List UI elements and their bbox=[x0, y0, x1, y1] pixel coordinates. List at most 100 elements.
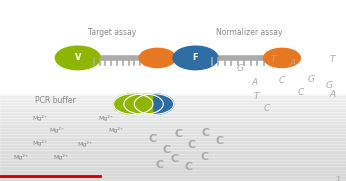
Text: T: T bbox=[253, 92, 259, 101]
Bar bbox=[0, 119, 346, 120]
Circle shape bbox=[264, 48, 300, 68]
Wedge shape bbox=[154, 94, 174, 114]
Bar bbox=[0, 106, 346, 107]
Text: Mg²⁺: Mg²⁺ bbox=[32, 140, 47, 146]
Text: T: T bbox=[271, 55, 276, 64]
Bar bbox=[0, 177, 346, 178]
Bar bbox=[0, 129, 346, 130]
Text: G: G bbox=[308, 75, 315, 84]
Circle shape bbox=[139, 48, 176, 68]
Bar bbox=[0, 159, 346, 161]
Bar bbox=[0, 123, 346, 125]
Bar bbox=[0, 111, 346, 113]
Bar bbox=[0, 156, 346, 158]
Text: C: C bbox=[171, 154, 179, 164]
Text: C: C bbox=[174, 129, 182, 139]
Bar bbox=[0, 96, 346, 97]
Text: C: C bbox=[200, 152, 208, 163]
Bar bbox=[0, 130, 346, 132]
Bar bbox=[0, 98, 346, 100]
Text: C: C bbox=[184, 161, 193, 172]
Bar bbox=[0, 94, 346, 96]
Bar bbox=[0, 133, 346, 135]
Bar bbox=[0, 100, 346, 101]
Text: C: C bbox=[263, 104, 270, 113]
Bar bbox=[0, 104, 346, 106]
Bar bbox=[0, 120, 346, 122]
Bar bbox=[0, 114, 346, 116]
Bar bbox=[0, 0, 346, 94]
Bar bbox=[0, 101, 346, 103]
Bar bbox=[0, 161, 346, 162]
Text: V: V bbox=[75, 53, 81, 62]
Bar bbox=[0, 167, 346, 168]
Text: Mg²⁺: Mg²⁺ bbox=[108, 127, 124, 133]
Bar bbox=[0, 169, 346, 171]
Bar bbox=[0, 146, 346, 148]
Bar bbox=[0, 165, 346, 167]
Bar bbox=[0, 113, 346, 114]
Text: Mg²⁺: Mg²⁺ bbox=[77, 141, 92, 147]
Bar bbox=[0, 138, 346, 139]
Bar bbox=[0, 136, 346, 138]
Text: C: C bbox=[279, 76, 285, 85]
Bar bbox=[0, 132, 346, 133]
Bar bbox=[0, 126, 346, 127]
Text: G: G bbox=[325, 81, 332, 90]
Text: C: C bbox=[148, 134, 156, 144]
Text: Mg²⁺: Mg²⁺ bbox=[13, 153, 28, 160]
Wedge shape bbox=[144, 94, 163, 114]
Wedge shape bbox=[124, 94, 144, 114]
Wedge shape bbox=[134, 94, 154, 114]
Bar bbox=[0, 103, 346, 104]
Bar bbox=[0, 162, 346, 164]
Bar bbox=[0, 171, 346, 172]
Text: 1: 1 bbox=[336, 176, 341, 181]
Text: A: A bbox=[329, 90, 335, 99]
Text: A: A bbox=[251, 78, 257, 87]
Bar bbox=[0, 140, 346, 142]
Text: Mg²⁺: Mg²⁺ bbox=[98, 115, 113, 121]
Bar bbox=[0, 142, 346, 143]
Bar bbox=[0, 109, 346, 110]
Text: T: T bbox=[329, 55, 335, 64]
Bar bbox=[0, 153, 346, 155]
Bar bbox=[0, 151, 346, 152]
Bar bbox=[0, 125, 346, 126]
Text: Mg²⁺: Mg²⁺ bbox=[32, 115, 47, 121]
Bar bbox=[0, 143, 346, 145]
Bar bbox=[0, 107, 346, 109]
Bar bbox=[0, 127, 346, 129]
Bar bbox=[0, 158, 346, 159]
Text: Normalizer assay: Normalizer assay bbox=[216, 28, 282, 37]
Bar bbox=[0, 145, 346, 146]
Bar bbox=[0, 152, 346, 153]
Text: Mg²⁺: Mg²⁺ bbox=[49, 127, 65, 133]
Bar bbox=[0, 110, 346, 111]
Bar bbox=[0, 139, 346, 140]
Text: Target assay: Target assay bbox=[88, 28, 137, 37]
Circle shape bbox=[55, 46, 100, 70]
Bar bbox=[0, 174, 346, 175]
Text: C: C bbox=[216, 136, 224, 146]
Text: G: G bbox=[237, 64, 244, 73]
Bar bbox=[0, 164, 346, 165]
Bar bbox=[0, 97, 346, 98]
Circle shape bbox=[173, 46, 218, 70]
Bar bbox=[0, 149, 346, 151]
Bar bbox=[0, 175, 346, 177]
Wedge shape bbox=[133, 94, 153, 114]
Text: C: C bbox=[155, 160, 163, 170]
Bar bbox=[0, 116, 346, 117]
Bar bbox=[0, 155, 346, 156]
Text: C: C bbox=[162, 145, 170, 155]
Bar bbox=[0, 122, 346, 123]
Bar bbox=[0, 148, 346, 149]
Text: C: C bbox=[298, 88, 304, 97]
Text: Mg²⁺: Mg²⁺ bbox=[53, 154, 68, 161]
Bar bbox=[0, 172, 346, 174]
Wedge shape bbox=[113, 94, 133, 114]
Text: C: C bbox=[188, 140, 196, 150]
Text: C: C bbox=[202, 128, 210, 138]
Bar bbox=[0, 180, 346, 181]
